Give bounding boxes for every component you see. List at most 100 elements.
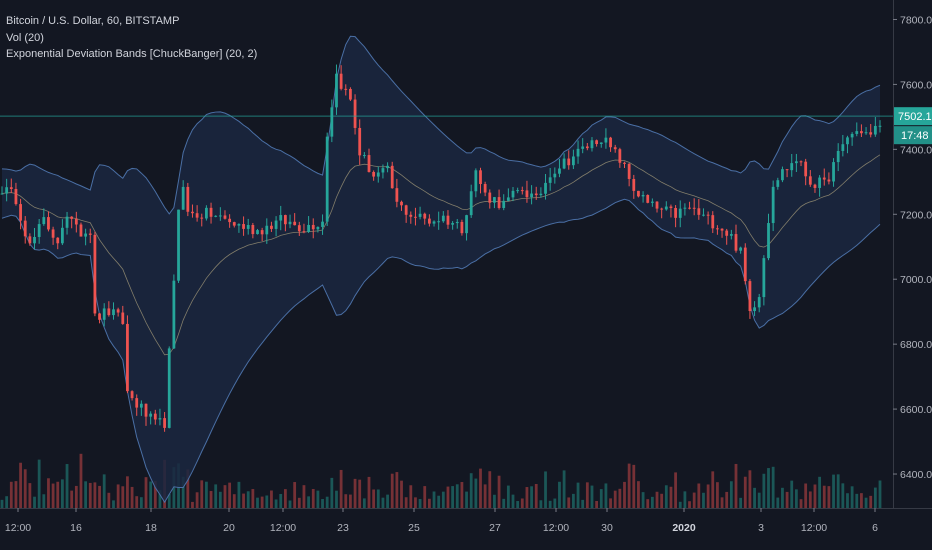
candle-body	[14, 188, 18, 205]
volume-bar	[729, 481, 733, 508]
volume-bar	[386, 494, 389, 508]
volume-bar	[358, 479, 362, 508]
candle-body	[855, 131, 859, 134]
volume-bar	[516, 501, 520, 508]
volume-bar	[836, 474, 840, 508]
candle-body	[84, 233, 88, 237]
candle-body	[200, 217, 204, 219]
volume-bar	[432, 491, 436, 508]
volume-bar	[525, 487, 529, 508]
volume-bar	[209, 491, 213, 508]
time-tick-label: 23	[337, 522, 349, 534]
candle-body	[488, 192, 492, 203]
deviation-bands-title[interactable]: Exponential Deviation Bands [ChuckBanger…	[6, 48, 258, 60]
candle-body	[321, 221, 324, 227]
candle-body	[767, 223, 770, 259]
volume-bar	[297, 497, 301, 508]
price-tick-label: 7000.00	[900, 274, 932, 286]
volume-bar	[260, 496, 264, 508]
price-axis[interactable]: 7800.00 7600.00 7400.00 7200.00 7000.00 6800.…	[893, 0, 932, 508]
volume-bar	[400, 480, 403, 508]
volume-bar	[344, 494, 348, 508]
candle-body	[88, 233, 92, 235]
volume-bar	[683, 491, 687, 508]
price-tick-label: 7400.00	[900, 144, 932, 156]
candle-body	[822, 177, 826, 180]
volume-indicator-title[interactable]: Vol (20)	[6, 31, 44, 44]
candle-body	[850, 133, 854, 138]
time-axis[interactable]: 12:00 16 18 20 12:00 23 25 27 12:00 30 2020 3 12:00 6	[0, 508, 932, 534]
candle-body	[660, 208, 664, 210]
candle-body	[149, 413, 153, 417]
candle-body	[288, 221, 292, 225]
candle-body	[860, 131, 863, 134]
candle-body	[195, 213, 199, 218]
volume-bar	[841, 483, 845, 508]
volume-bar	[488, 471, 492, 508]
candle-body	[725, 230, 729, 236]
volume-bar	[288, 500, 292, 508]
volume-bar	[794, 489, 798, 508]
candle-body	[42, 217, 46, 225]
volume-bar	[121, 486, 125, 508]
volume-bar	[246, 491, 250, 508]
candle-body	[37, 224, 41, 237]
candle-body	[641, 194, 645, 197]
candle-body	[613, 147, 617, 150]
volume-bar	[98, 485, 101, 508]
volume-bar	[14, 481, 18, 508]
candle-body	[205, 207, 208, 219]
volume-bar	[502, 498, 506, 508]
candle-body	[153, 413, 157, 420]
symbol-title[interactable]: Bitcoin / U.S. Dollar, 60, BITSTAMP	[6, 15, 180, 27]
volume-bar	[753, 487, 756, 508]
volume-layer	[0, 453, 882, 508]
volume-bar	[191, 501, 194, 508]
price-tick-label: 6400.00	[900, 469, 932, 481]
volume-bar	[88, 482, 92, 508]
candle-body	[869, 132, 873, 135]
candle-body	[65, 216, 69, 228]
last-price-tag	[894, 107, 932, 126]
candle-body	[232, 222, 236, 226]
volume-bar	[42, 494, 46, 508]
volume-bar	[279, 493, 283, 508]
volume-bar	[553, 498, 557, 508]
volume-bar	[47, 478, 50, 508]
candle-body	[753, 307, 756, 312]
candle-body	[669, 206, 673, 208]
candle-body	[623, 162, 626, 164]
volume-bar	[139, 497, 143, 508]
candle-body	[864, 132, 868, 134]
volume-bar	[664, 485, 668, 508]
volume-bar	[604, 483, 608, 508]
candle-body	[720, 228, 724, 231]
candle-body	[274, 220, 278, 229]
volume-bar	[451, 486, 455, 508]
candle-body	[372, 171, 376, 177]
candle-body	[604, 137, 608, 143]
candle-body	[74, 218, 78, 225]
volume-bar	[293, 482, 297, 508]
volume-bar	[581, 499, 585, 508]
volume-bar	[135, 496, 139, 508]
candle-body	[683, 207, 687, 209]
volume-bar	[869, 495, 873, 508]
volume-bar	[200, 480, 204, 508]
candle-body	[418, 213, 422, 217]
volume-bar	[548, 500, 552, 508]
candle-body	[362, 155, 366, 157]
candle-body	[223, 215, 227, 219]
candle-body	[93, 234, 97, 314]
volume-bar	[878, 480, 882, 508]
candle-body	[697, 208, 701, 215]
volume-bar	[325, 496, 329, 508]
volume-bar	[283, 489, 287, 508]
volume-bar	[743, 476, 747, 508]
candle-body	[702, 214, 705, 216]
candle-body	[548, 177, 552, 183]
volume-bar	[846, 493, 849, 508]
volume-bar	[427, 498, 431, 508]
candle-body	[794, 161, 798, 164]
